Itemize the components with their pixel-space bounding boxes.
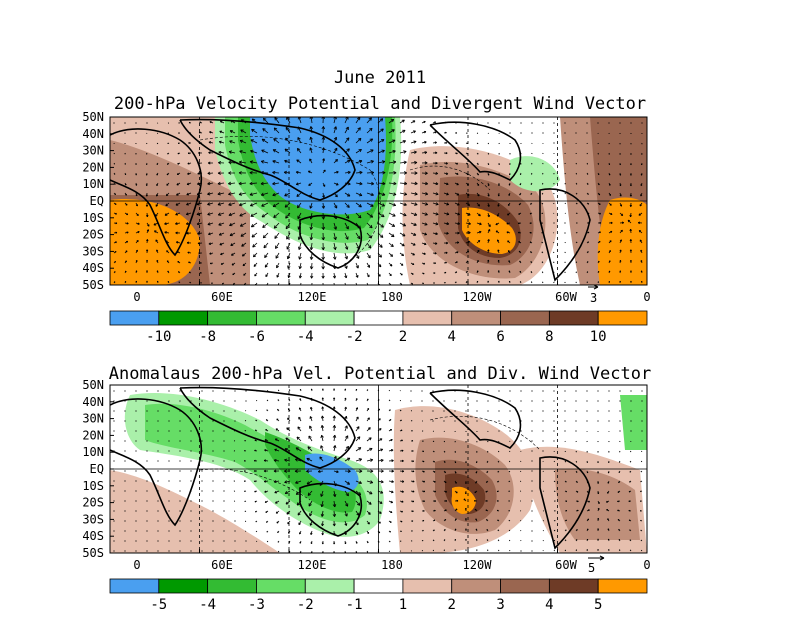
colorbar-swatch bbox=[548, 310, 599, 326]
top-lat-labels: 50N 40N 30N 20N 10N EQ 10S 20S 30S 40S 50S bbox=[82, 110, 114, 292]
lon-tick-label: 120W bbox=[463, 290, 493, 304]
colorbar-label: -3 bbox=[248, 597, 265, 613]
colorbar-swatch bbox=[207, 310, 257, 326]
colorbar-swatch bbox=[256, 310, 306, 326]
bottom-vector-field bbox=[113, 388, 643, 553]
colorbar-swatch bbox=[109, 310, 160, 326]
colorbar-label: -8 bbox=[199, 329, 216, 345]
colorbar-swatch bbox=[402, 310, 453, 326]
lat-tick-label: 20S bbox=[82, 496, 104, 510]
bottom-ref-vector-label: 5 bbox=[588, 561, 595, 575]
colorbar-swatch bbox=[158, 310, 209, 326]
colorbar-label: -5 bbox=[150, 597, 167, 613]
colorbar-swatch bbox=[500, 578, 550, 594]
lon-tick-label: 120W bbox=[463, 558, 493, 572]
lat-tick-label: EQ bbox=[90, 194, 104, 208]
lon-tick-label: 120E bbox=[298, 290, 327, 304]
bottom-lat-labels: 50N 40N 30N 20N 10N EQ 10S 20S 30S 40S 50S bbox=[82, 378, 114, 560]
lon-tick-label: 180 bbox=[381, 290, 403, 304]
colorbar-swatch bbox=[256, 578, 306, 594]
lat-tick-label: 20N bbox=[82, 160, 104, 174]
colorbar-label: 8 bbox=[545, 329, 553, 345]
top-lon-labels: 0 60E 120E 180 120W 60W 0 bbox=[109, 281, 651, 304]
colorbar-swatch bbox=[353, 578, 404, 594]
lat-tick-label: 50N bbox=[82, 378, 104, 392]
lon-tick-label: 60E bbox=[211, 558, 233, 572]
bottom-ref-vector: 5 bbox=[588, 555, 605, 575]
bottom-lon-labels: 0 60E 120E 180 120W 60W 0 bbox=[109, 549, 651, 572]
colorbar-label: 4 bbox=[448, 329, 456, 345]
colorbar-label: 1 bbox=[399, 597, 407, 613]
month-title: June 2011 bbox=[333, 68, 427, 88]
colorbar-label: -1 bbox=[346, 597, 363, 613]
lat-tick-label: 30S bbox=[82, 244, 104, 258]
colorbar-label: -10 bbox=[146, 329, 171, 345]
colorbar-swatch bbox=[402, 578, 453, 594]
colorbar-label: -2 bbox=[346, 329, 363, 345]
lat-tick-label: 40N bbox=[82, 395, 104, 409]
lat-tick-label: 40N bbox=[82, 127, 104, 141]
colorbar-swatch bbox=[304, 578, 355, 594]
colorbar-swatch bbox=[597, 578, 648, 594]
top-gridlines bbox=[110, 117, 647, 285]
lon-tick-label: 60W bbox=[555, 290, 577, 304]
colorbar-swatch bbox=[548, 578, 599, 594]
lat-tick-label: 10N bbox=[82, 445, 104, 459]
lat-tick-label: 40S bbox=[82, 529, 104, 543]
colorbar-label: -4 bbox=[297, 329, 314, 345]
lat-tick-label: 50S bbox=[82, 546, 104, 560]
colorbar-label: 5 bbox=[594, 597, 602, 613]
bottom-gridlines bbox=[110, 385, 647, 553]
colorbar-label: 6 bbox=[496, 329, 504, 345]
colorbar-swatch bbox=[158, 578, 209, 594]
colorbar-label: 2 bbox=[448, 597, 456, 613]
lat-tick-label: 40S bbox=[82, 261, 104, 275]
top-ref-vector: 3 bbox=[588, 284, 599, 305]
colorbar-swatch bbox=[451, 578, 501, 594]
colorbar-swatch bbox=[353, 310, 404, 326]
lon-tick-label: 0 bbox=[643, 558, 650, 572]
lon-tick-label: 180 bbox=[381, 558, 403, 572]
lon-tick-label: 0 bbox=[643, 290, 650, 304]
coastlines-bottom bbox=[110, 386, 591, 550]
colorbar-label: 10 bbox=[590, 329, 607, 345]
lat-tick-label: 10S bbox=[82, 479, 104, 493]
top-panel-title: 200-hPa Velocity Potential and Divergent… bbox=[113, 94, 647, 114]
bottom-colorbar: -5 -4 -3 -2 -1 1 2 3 4 5 bbox=[109, 578, 648, 613]
lon-tick-label: 60W bbox=[555, 558, 577, 572]
lat-tick-label: 30N bbox=[82, 144, 104, 158]
colorbar-label: -4 bbox=[199, 597, 216, 613]
lat-tick-label: 20N bbox=[82, 428, 104, 442]
colorbar-swatch bbox=[451, 310, 501, 326]
colorbar-swatch bbox=[500, 310, 550, 326]
colorbar-swatch bbox=[207, 578, 257, 594]
lat-tick-label: 10N bbox=[82, 177, 104, 191]
lon-tick-label: 120E bbox=[298, 558, 327, 572]
lat-tick-label: EQ bbox=[90, 462, 104, 476]
top-ref-vector-label: 3 bbox=[590, 291, 597, 305]
lat-tick-label: 50N bbox=[82, 110, 104, 124]
lon-tick-label: 0 bbox=[133, 558, 140, 572]
lat-tick-label: 30N bbox=[82, 412, 104, 426]
top-colorbar: -10 -8 -6 -4 -2 2 4 6 8 10 bbox=[109, 310, 648, 345]
colorbar-label: -2 bbox=[297, 597, 314, 613]
colorbar-label: 3 bbox=[496, 597, 504, 613]
lat-tick-label: 20S bbox=[82, 228, 104, 242]
lat-tick-label: 50S bbox=[82, 278, 104, 292]
colorbar-swatch bbox=[109, 578, 160, 594]
lon-tick-label: 0 bbox=[133, 290, 140, 304]
lon-tick-label: 60E bbox=[211, 290, 233, 304]
colorbar-label: 2 bbox=[399, 329, 407, 345]
bottom-panel-title: Anomalaus 200-hPa Vel. Potential and Div… bbox=[108, 364, 652, 384]
lat-tick-label: 10S bbox=[82, 211, 104, 225]
colorbar-swatch bbox=[304, 310, 355, 326]
colorbar-label: -6 bbox=[248, 329, 265, 345]
colorbar-label: 4 bbox=[545, 597, 553, 613]
colorbar-swatch bbox=[597, 310, 648, 326]
top-vector-field bbox=[113, 117, 643, 285]
lat-tick-label: 30S bbox=[82, 512, 104, 526]
